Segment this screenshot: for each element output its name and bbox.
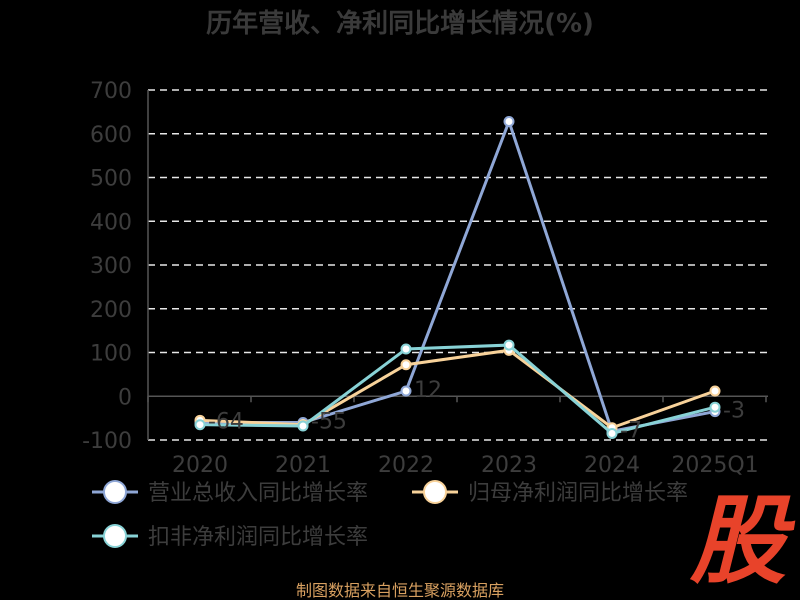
legend-marker bbox=[423, 480, 447, 504]
axes: -100 0 100 200 300 400 500 600 700 2020 2021 2022 20… bbox=[82, 79, 768, 478]
x-tick-label: 2020 bbox=[172, 453, 228, 478]
y-tick-label: 400 bbox=[90, 210, 132, 235]
data-label: 12 bbox=[414, 378, 442, 403]
data-point bbox=[606, 427, 618, 439]
x-tick-label: 2022 bbox=[378, 453, 434, 478]
y-tick-label: 100 bbox=[90, 342, 132, 367]
legend-label: 扣非净利润同比增长率 bbox=[148, 525, 368, 550]
data-point bbox=[400, 385, 412, 397]
legend-marker bbox=[103, 480, 127, 504]
data-label: -7 bbox=[620, 418, 642, 443]
data-label: -3 bbox=[723, 399, 745, 424]
x-tick-label: 2025Q1 bbox=[671, 453, 758, 478]
y-tick-label: 500 bbox=[90, 167, 132, 192]
legend-label: 归母净利润同比增长率 bbox=[468, 481, 688, 506]
y-tick-label: -100 bbox=[82, 429, 132, 454]
data-point bbox=[503, 339, 515, 351]
legend-marker bbox=[103, 524, 127, 548]
data-label: -64 bbox=[208, 410, 244, 435]
watermark-logo: 股 bbox=[689, 485, 796, 597]
data-point bbox=[709, 401, 721, 413]
data-point bbox=[503, 116, 515, 127]
y-tick-label: 700 bbox=[90, 79, 132, 104]
y-tick-label: 600 bbox=[90, 123, 132, 148]
data-point bbox=[400, 359, 412, 371]
series-line bbox=[199, 343, 716, 436]
data-point bbox=[400, 343, 412, 355]
y-tick-label: 300 bbox=[90, 254, 132, 279]
chart-title: 历年营收、净利同比增长情况(%) bbox=[206, 8, 594, 39]
gridlines bbox=[148, 89, 768, 441]
x-tick-label: 2021 bbox=[275, 453, 331, 478]
data-point bbox=[297, 420, 309, 432]
series: -64 -55 12 -7 -3 bbox=[194, 116, 745, 443]
series-line bbox=[200, 117, 716, 433]
source-note: 制图数据来自恒生聚源数据库 bbox=[296, 581, 504, 600]
x-tick-label: 2024 bbox=[584, 453, 640, 478]
data-point bbox=[709, 385, 721, 397]
series-line bbox=[199, 348, 716, 430]
data-point bbox=[194, 419, 206, 431]
y-tick-label: 200 bbox=[90, 298, 132, 323]
y-tick-label: 0 bbox=[118, 385, 132, 410]
data-label: -55 bbox=[311, 410, 347, 435]
legend-label: 营业总收入同比增长率 bbox=[148, 481, 368, 506]
x-tick-label: 2023 bbox=[481, 453, 537, 478]
